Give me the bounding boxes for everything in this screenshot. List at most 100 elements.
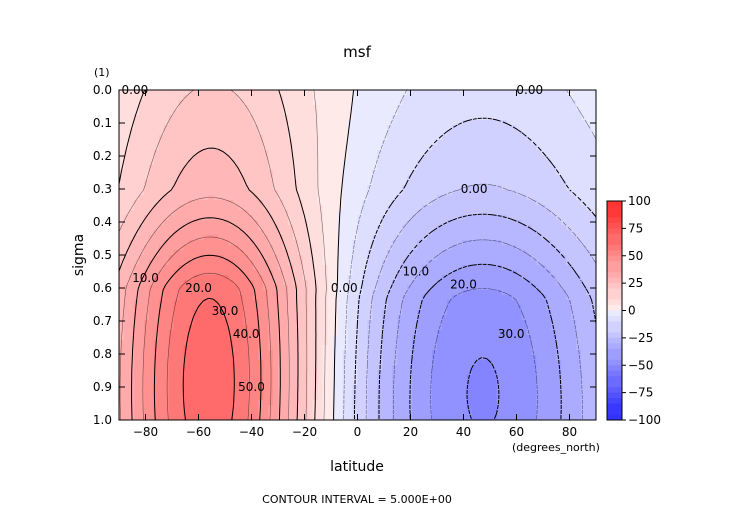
fill-cell (496, 325, 503, 331)
fill-cell (456, 170, 463, 176)
fill-cell (402, 240, 408, 246)
fill-cell (208, 175, 215, 181)
fill-cell (526, 345, 533, 351)
fill-cell (471, 330, 478, 336)
fill-cell (223, 310, 229, 316)
fill-cell (243, 250, 249, 256)
fill-cell (282, 120, 289, 126)
fill-cell (307, 200, 314, 206)
fill-cell (392, 95, 398, 101)
fill-cell (352, 205, 359, 211)
fill-cell (387, 340, 393, 346)
fill-cell (471, 160, 478, 166)
fill-cell (198, 330, 205, 336)
fill-cell (501, 110, 508, 116)
fill-cell (332, 150, 339, 156)
fill-cell (456, 190, 463, 196)
fill-cell (441, 200, 448, 206)
fill-cell (148, 180, 155, 186)
fill-cell (332, 345, 339, 351)
fill-cell (158, 155, 165, 161)
fill-cell (193, 130, 200, 136)
fill-cell (561, 135, 567, 141)
fill-cell (541, 330, 547, 336)
fill-cell (218, 130, 224, 136)
fill-cell (461, 220, 468, 226)
fill-cell (317, 330, 324, 336)
fill-cell (412, 215, 418, 221)
fill-cell (193, 185, 200, 191)
fill-cell (173, 190, 180, 196)
fill-cell (278, 285, 284, 291)
fill-cell (193, 250, 200, 256)
fill-cell (397, 255, 403, 261)
fill-cell (451, 225, 458, 231)
fill-cell (278, 110, 284, 116)
fill-cell (511, 240, 518, 246)
fill-cell (432, 95, 438, 101)
fill-cell (128, 90, 135, 96)
fill-cell (352, 305, 359, 311)
fill-cell (183, 100, 190, 106)
fill-cell (263, 175, 269, 181)
fill-cell (153, 160, 160, 166)
fill-cell (496, 200, 503, 206)
fill-cell (566, 120, 572, 126)
fill-cell (541, 340, 547, 346)
fill-cell (432, 155, 438, 161)
fill-cell (382, 95, 388, 101)
fill-cell (268, 145, 274, 151)
fill-cell (451, 155, 458, 161)
fill-cell (576, 180, 582, 186)
fill-cell (476, 170, 483, 176)
fill-cell (287, 285, 294, 291)
fill-cell (317, 210, 324, 216)
fill-cell (337, 300, 344, 306)
fill-cell (382, 115, 388, 121)
fill-cell (481, 100, 488, 106)
fill-cell (511, 160, 518, 166)
fill-cell (168, 90, 175, 96)
fill-cell (496, 240, 503, 246)
fill-cell (213, 275, 219, 281)
fill-cell (183, 125, 190, 131)
fill-cell (576, 105, 582, 111)
fill-cell (337, 305, 344, 311)
fill-cell (466, 165, 473, 171)
fill-cell (292, 230, 299, 236)
fill-cell (531, 100, 537, 106)
fill-cell (138, 330, 145, 336)
fill-cell (273, 285, 279, 291)
fill-cell (382, 205, 388, 211)
fill-cell (317, 260, 324, 266)
fill-cell (496, 290, 503, 296)
fill-cell (213, 160, 219, 166)
fill-cell (531, 320, 537, 326)
fill-cell (278, 245, 284, 251)
fill-cell (521, 265, 528, 271)
fill-cell (586, 345, 592, 351)
fill-cell (287, 330, 294, 336)
fill-cell (292, 210, 299, 216)
fill-cell (138, 115, 145, 121)
fill-cell (213, 260, 219, 266)
fill-cell (561, 155, 567, 161)
fill-cell (496, 255, 503, 261)
fill-cell (576, 240, 582, 246)
fill-cell (586, 315, 592, 321)
fill-cell (511, 325, 518, 331)
fill-cell (228, 195, 234, 201)
fill-cell (188, 300, 195, 306)
fill-cell (491, 275, 498, 281)
fill-cell (541, 220, 547, 226)
fill-cell (571, 115, 577, 121)
fill-cell (233, 210, 239, 216)
fill-cell (352, 140, 359, 146)
fill-cell (437, 230, 443, 236)
fill-cell (511, 105, 518, 111)
fill-cell (461, 280, 468, 286)
fill-cell (248, 215, 254, 221)
fill-cell (123, 305, 130, 311)
fill-cell (501, 305, 508, 311)
fill-cell (168, 105, 175, 111)
